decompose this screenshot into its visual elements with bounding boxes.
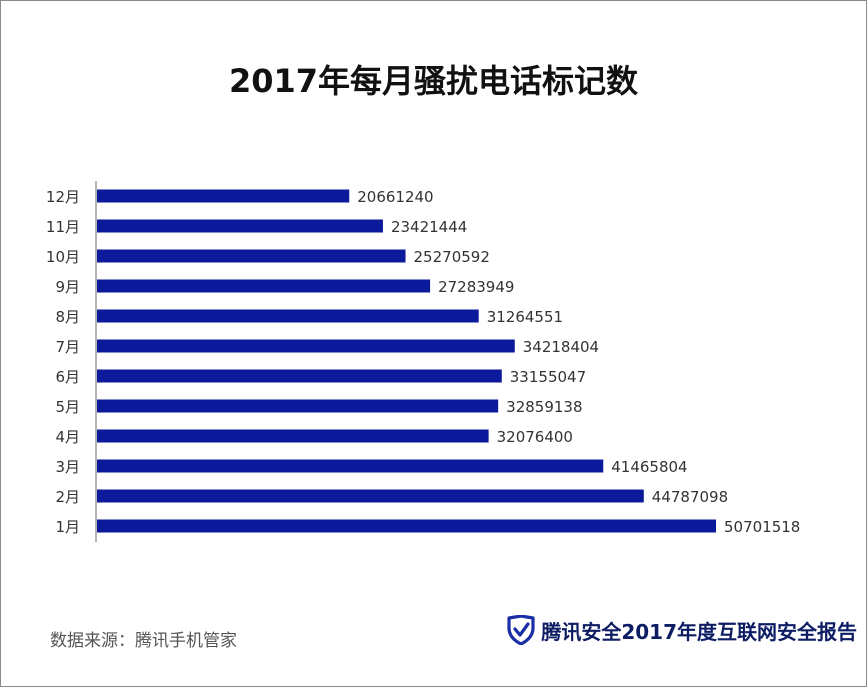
category-label: 5月 xyxy=(55,398,80,416)
bar-3 xyxy=(97,249,406,263)
bar-12 xyxy=(97,519,716,533)
bar-11 xyxy=(97,489,644,503)
category-label: 9月 xyxy=(55,278,80,296)
category-label: 2月 xyxy=(55,488,80,506)
category-label: 7月 xyxy=(55,338,80,356)
value-label: 50701518 xyxy=(724,518,800,536)
category-label: 6月 xyxy=(55,368,80,386)
value-label: 20661240 xyxy=(357,188,433,206)
value-label: 31264551 xyxy=(487,308,563,326)
brand-footer: 腾讯安全2017年度互联网安全报告 xyxy=(507,614,857,646)
value-label: 33155047 xyxy=(510,368,586,386)
value-label: 44787098 xyxy=(652,488,728,506)
bar-5 xyxy=(97,309,479,323)
brand-text: 腾讯安全2017年度互联网安全报告 xyxy=(541,619,857,644)
category-label: 11月 xyxy=(46,218,80,236)
source-note: 数据来源：腾讯手机管家 xyxy=(50,631,237,651)
bar-6 xyxy=(97,339,515,353)
shield-check-icon xyxy=(507,614,535,646)
bar-10 xyxy=(97,459,604,473)
value-label: 32859138 xyxy=(506,398,582,416)
value-label: 41465804 xyxy=(611,458,687,476)
category-label: 8月 xyxy=(55,308,80,326)
value-label: 34218404 xyxy=(523,338,599,356)
bar-4 xyxy=(97,279,431,293)
value-label: 23421444 xyxy=(391,218,467,236)
bar-9 xyxy=(97,429,489,443)
value-label: 25270592 xyxy=(414,248,490,266)
chart-title: 2017年每月骚扰电话标记数 xyxy=(228,62,639,100)
category-label: 12月 xyxy=(46,188,80,206)
bar-7 xyxy=(97,369,502,383)
bar-8 xyxy=(97,399,499,413)
value-label: 32076400 xyxy=(497,428,573,446)
category-label: 4月 xyxy=(55,428,80,446)
category-label: 10月 xyxy=(46,248,80,266)
category-label: 3月 xyxy=(55,458,80,476)
bar-1 xyxy=(97,189,350,203)
bar-2 xyxy=(97,219,383,233)
value-label: 27283949 xyxy=(438,278,514,296)
category-label: 1月 xyxy=(55,518,80,536)
bars-group: 12月 20661240 11月 23421444 10月 25270592 9月 27283… xyxy=(46,188,800,536)
